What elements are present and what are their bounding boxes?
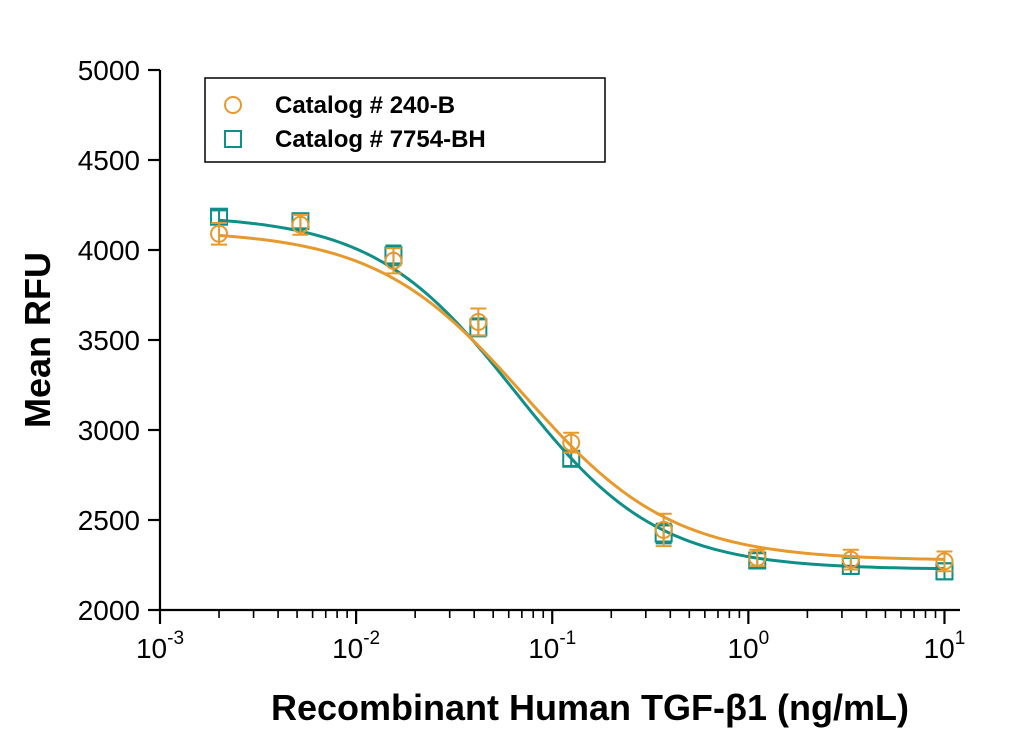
y-tick-label: 4500 xyxy=(78,145,140,176)
dose-response-chart: 200025003000350040004500500010-310-210-1… xyxy=(0,0,1013,755)
x-axis-title: Recombinant Human TGF-β1 (ng/mL) xyxy=(271,687,909,728)
y-axis-title: Mean RFU xyxy=(17,252,58,428)
legend-label: Catalog # 240-B xyxy=(275,92,455,119)
legend: Catalog # 240-B Catalog # 7754-BH xyxy=(205,78,605,162)
y-tick-label: 2000 xyxy=(78,595,140,626)
y-tick-label: 5000 xyxy=(78,55,140,86)
y-tick-label: 3500 xyxy=(78,325,140,356)
y-tick-label: 2500 xyxy=(78,505,140,536)
y-tick-label: 3000 xyxy=(78,415,140,446)
y-tick-label: 4000 xyxy=(78,235,140,266)
chart-container: 200025003000350040004500500010-310-210-1… xyxy=(0,0,1013,755)
legend-label: Catalog # 7754-BH xyxy=(275,126,486,153)
